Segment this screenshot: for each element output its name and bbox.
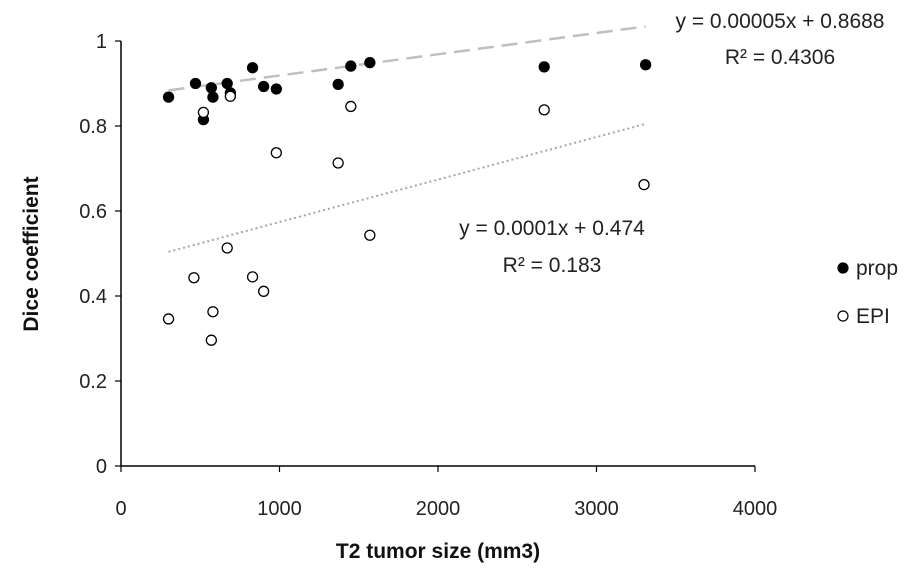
y-tick-label: 0.2 bbox=[79, 371, 107, 393]
y-tick-label: 1 bbox=[96, 31, 107, 53]
prop-data-point bbox=[246, 62, 259, 74]
epi-data-point bbox=[188, 272, 200, 284]
prop-data-point bbox=[332, 78, 344, 90]
prop-data-point bbox=[207, 91, 219, 103]
epi-data-point bbox=[538, 104, 550, 116]
points-group bbox=[162, 57, 652, 346]
prop-data-point bbox=[257, 80, 270, 93]
epi-data-point bbox=[364, 229, 376, 241]
trendline-group bbox=[168, 25, 646, 253]
prop-trendline-equation: y = 0.00005x + 0.8688 bbox=[675, 10, 884, 33]
x-axis-title: T2 tumor size (mm3) bbox=[336, 540, 540, 563]
prop-trendline-r2: R² = 0.4306 bbox=[725, 46, 835, 69]
epi-trendline bbox=[168, 122, 646, 253]
prop-data-point bbox=[189, 77, 202, 90]
epi-data-point bbox=[332, 157, 344, 169]
prop-data-point bbox=[270, 83, 282, 95]
prop-data-point bbox=[205, 82, 217, 94]
tick-group: 0 1000 2000 3000 4000 0 0.2 0.4 0.6 0.8 1 bbox=[79, 31, 777, 520]
epi-data-point bbox=[270, 147, 282, 159]
epi-data-point bbox=[162, 313, 175, 325]
prop-data-point bbox=[364, 57, 376, 69]
epi-data-point bbox=[224, 90, 237, 102]
x-tick-label: 3000 bbox=[574, 498, 619, 520]
prop-trendline bbox=[168, 25, 646, 92]
epi-data-point bbox=[638, 178, 650, 191]
prop-data-point bbox=[538, 61, 550, 73]
epi-data-point bbox=[197, 106, 210, 119]
epi-data-point bbox=[221, 242, 233, 254]
prop-data-point bbox=[162, 91, 175, 103]
x-tick-label: 4000 bbox=[733, 498, 778, 520]
epi-data-point bbox=[246, 271, 259, 283]
legend-epi-label: EPI bbox=[856, 305, 890, 328]
y-tick-label: 0.4 bbox=[79, 286, 107, 308]
prop-data-point bbox=[345, 60, 357, 72]
y-tick-label: 0.8 bbox=[79, 116, 107, 138]
x-tick-label: 0 bbox=[115, 498, 126, 520]
legend-prop-marker bbox=[837, 262, 849, 274]
prop-data-point bbox=[639, 59, 652, 71]
x-tick-label: 1000 bbox=[257, 498, 302, 520]
y-axis-title: Dice coefficient bbox=[20, 176, 43, 331]
prop-data-point bbox=[221, 77, 233, 90]
epi-trendline-equation: y = 0.0001x + 0.474 bbox=[459, 217, 645, 240]
epi-trendline-r2: R² = 0.183 bbox=[503, 254, 602, 277]
axes bbox=[120, 41, 755, 467]
legend: prop EPI bbox=[837, 257, 898, 328]
legend-prop-label: prop bbox=[856, 257, 898, 280]
epi-data-point bbox=[257, 285, 270, 297]
y-tick-label: 0.6 bbox=[79, 201, 107, 223]
epi-data-point bbox=[207, 306, 219, 318]
x-tick-label: 2000 bbox=[416, 498, 461, 520]
epi-data-point bbox=[345, 100, 357, 113]
epi-data-point bbox=[205, 334, 217, 346]
legend-epi-marker bbox=[837, 310, 849, 322]
y-tick-label: 0 bbox=[96, 456, 107, 478]
